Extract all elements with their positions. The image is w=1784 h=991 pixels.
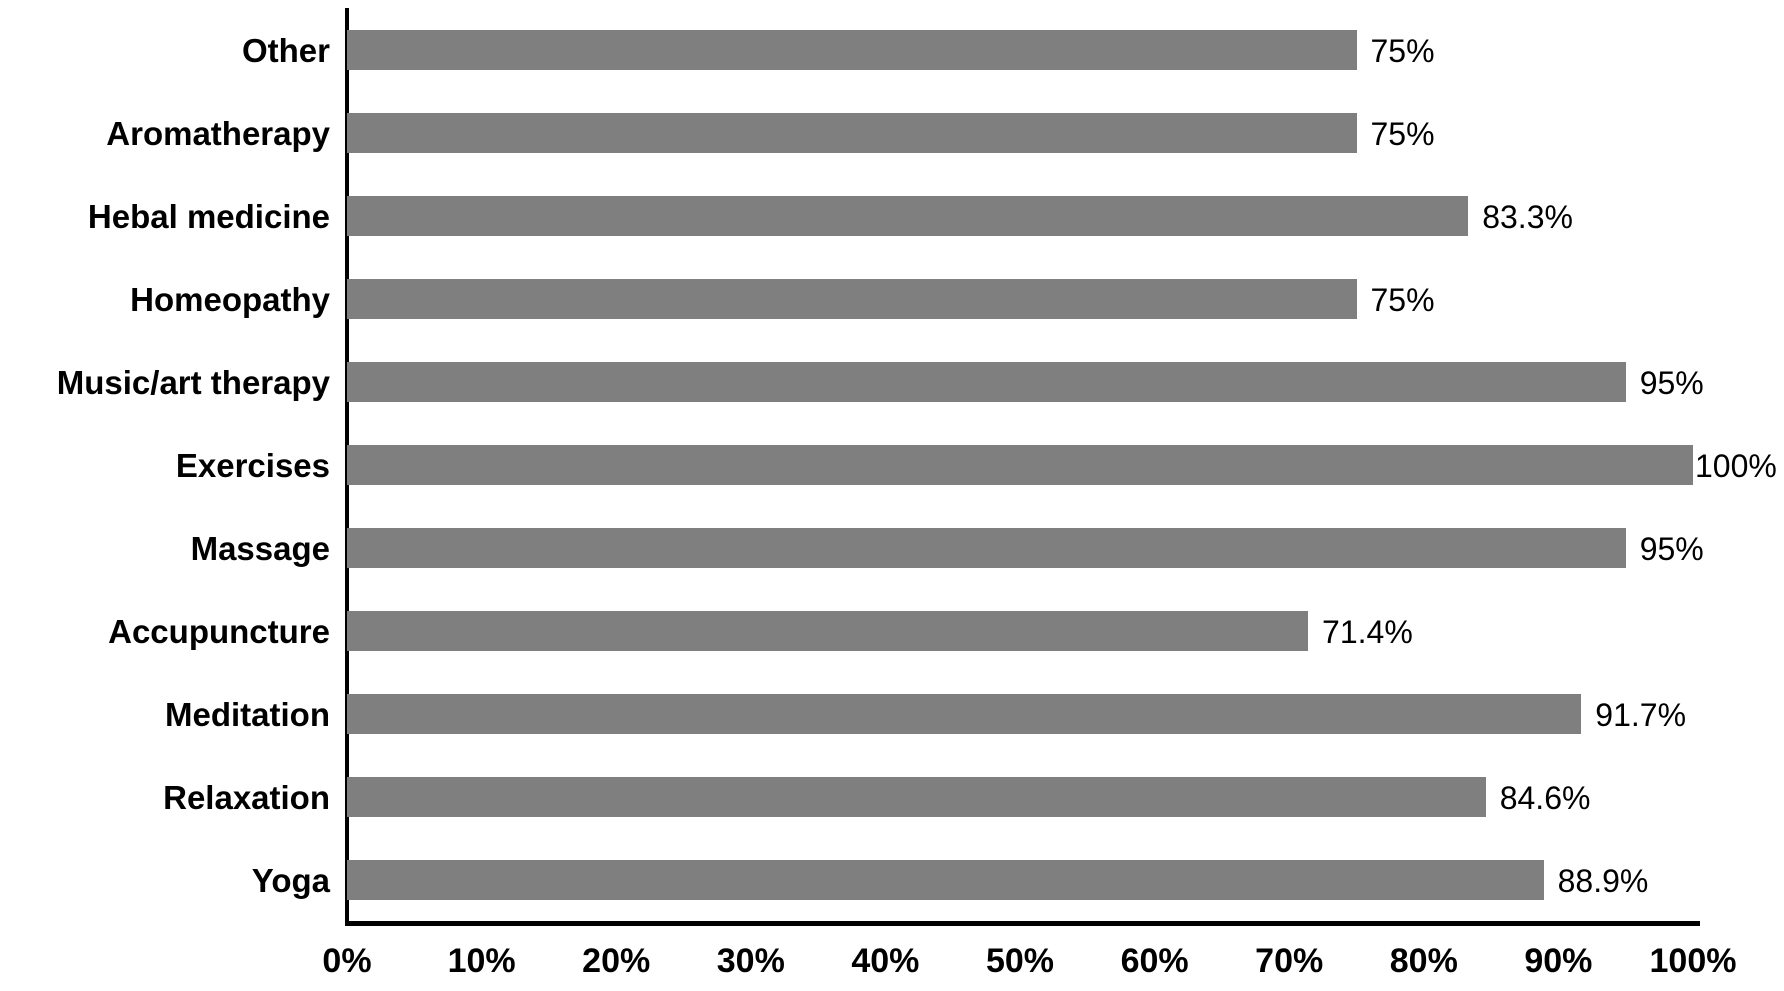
bar bbox=[347, 29, 1357, 70]
bar bbox=[347, 112, 1357, 153]
category-label: Music/art therapy bbox=[56, 363, 330, 401]
x-tick-label: 30% bbox=[716, 942, 785, 980]
value-label: 95% bbox=[1639, 530, 1704, 567]
category-label: Homeopathy bbox=[130, 280, 330, 318]
category-label: Meditation bbox=[165, 695, 330, 733]
value-label: 75% bbox=[1370, 32, 1435, 69]
value-label: 84.6% bbox=[1499, 779, 1591, 816]
x-tick-label: 70% bbox=[1255, 942, 1324, 980]
bar bbox=[347, 776, 1486, 817]
category-label: Accupuncture bbox=[108, 612, 330, 650]
value-label: 100% bbox=[1695, 447, 1777, 484]
category-label: Yoga bbox=[251, 861, 330, 899]
value-label: 75% bbox=[1370, 115, 1435, 152]
x-tick-label: 40% bbox=[851, 942, 920, 980]
value-label: 71.4% bbox=[1322, 613, 1413, 650]
category-label: Hebal medicine bbox=[87, 197, 330, 235]
value-label: 91.7% bbox=[1595, 696, 1687, 733]
category-label: Aromatherapy bbox=[106, 114, 330, 152]
value-label: 75% bbox=[1370, 281, 1435, 318]
bar bbox=[347, 278, 1357, 319]
x-tick-label: 0% bbox=[322, 942, 372, 980]
category-label: Exercises bbox=[175, 446, 330, 484]
value-label: 83.3% bbox=[1482, 198, 1573, 235]
value-label: 95% bbox=[1639, 364, 1704, 401]
bar bbox=[347, 610, 1309, 651]
bar bbox=[347, 859, 1544, 900]
x-tick-label: 50% bbox=[985, 942, 1055, 980]
x-tick-label: 90% bbox=[1524, 942, 1593, 980]
x-tick-label: 100% bbox=[1649, 942, 1737, 980]
bar bbox=[347, 444, 1693, 485]
bar bbox=[347, 195, 1469, 236]
bar bbox=[347, 693, 1582, 734]
category-label: Relaxation bbox=[163, 778, 330, 816]
x-tick-label: 60% bbox=[1120, 942, 1189, 980]
x-tick-label: 80% bbox=[1389, 942, 1458, 980]
bar bbox=[347, 527, 1626, 568]
x-tick-label: 20% bbox=[582, 942, 651, 980]
x-axis-line bbox=[345, 921, 1700, 926]
x-tick-label: 10% bbox=[447, 942, 516, 980]
category-label: Other bbox=[241, 31, 330, 69]
category-label: Massage bbox=[190, 529, 330, 567]
bar bbox=[347, 361, 1626, 402]
value-label: 88.9% bbox=[1557, 862, 1649, 899]
